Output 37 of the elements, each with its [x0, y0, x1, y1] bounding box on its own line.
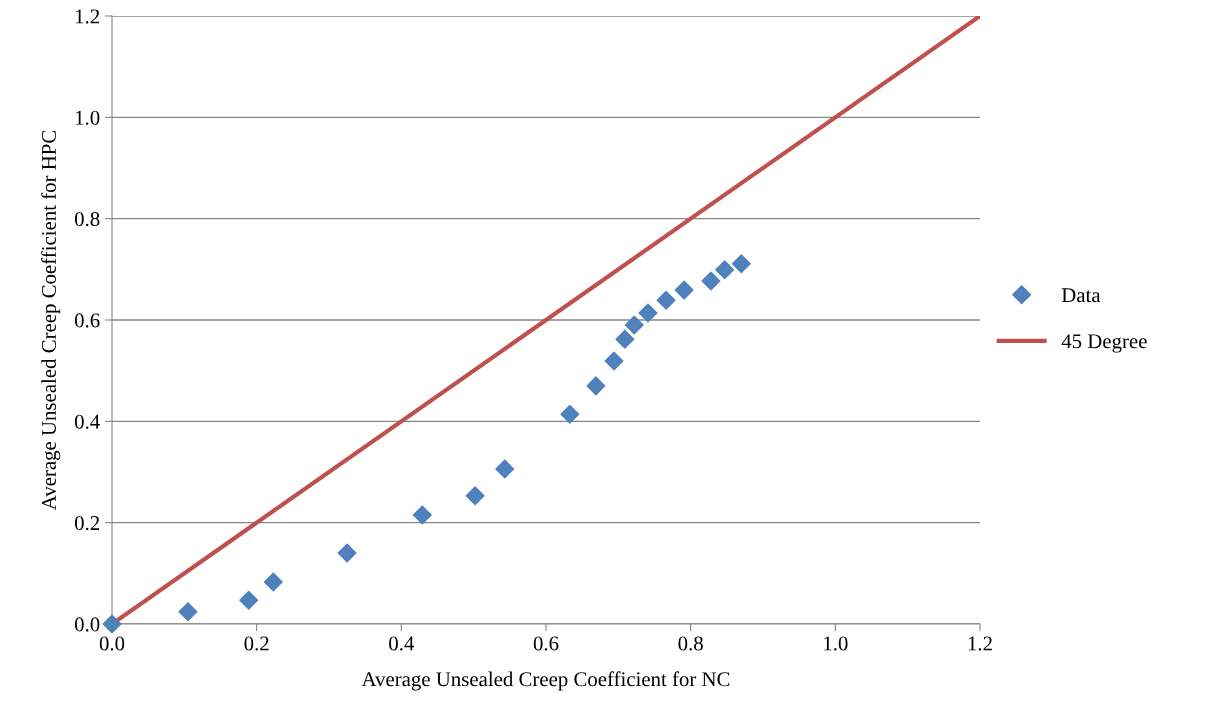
y-tick-label: 1.2	[75, 9, 100, 24]
legend-label: Data	[1061, 288, 1101, 303]
y-axis-title: Average Unsealed Creep Coefficient for HPC	[41, 130, 61, 511]
y-tick-label: 0.8	[74, 212, 100, 227]
point	[615, 329, 635, 349]
point	[638, 303, 658, 323]
point	[586, 376, 606, 396]
point	[178, 602, 198, 622]
y-tick-label: 1.0	[75, 110, 100, 125]
x-tick-label: 1.2	[968, 636, 992, 651]
x-tick-label: 0.0	[99, 636, 125, 651]
x-tick-label: 0.2	[244, 636, 269, 651]
point	[715, 260, 735, 280]
x-tick-label: 0.6	[533, 636, 559, 651]
y-tick-label: 0.2	[74, 516, 100, 531]
y-tick-label: 0.0	[74, 617, 100, 632]
x-tick-label: 1.0	[824, 636, 848, 651]
x-tick-label: 0.8	[678, 636, 703, 651]
point	[337, 543, 357, 563]
point	[412, 505, 432, 525]
legend-label: 45 Degree	[1061, 334, 1147, 353]
point	[604, 351, 624, 371]
point	[495, 459, 515, 479]
point	[263, 572, 283, 592]
y-tick-label: 0.6	[74, 313, 100, 328]
point	[656, 290, 676, 310]
x-axis-title: Average Unsealed Creep Coefficient for NC	[361, 671, 730, 691]
point	[560, 404, 580, 424]
point	[239, 590, 259, 610]
y-tick-label: 0.4	[74, 414, 100, 429]
point	[102, 614, 122, 634]
x-tick-label: 0.4	[389, 636, 415, 651]
point	[674, 280, 694, 300]
point	[701, 271, 721, 291]
point	[465, 486, 485, 506]
point	[731, 254, 751, 274]
point	[624, 315, 644, 335]
